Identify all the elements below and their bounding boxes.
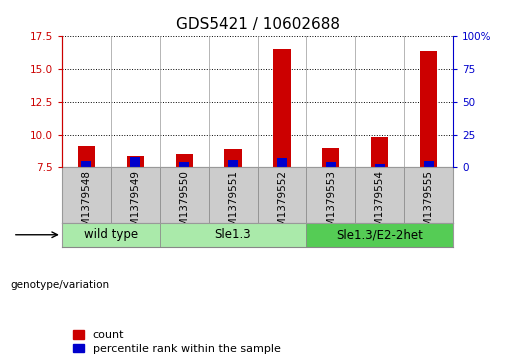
Bar [225,149,242,167]
Bar [160,223,306,247]
Title: GDS5421 / 10602688: GDS5421 / 10602688 [176,17,339,32]
Bar [306,167,355,223]
Bar [176,154,193,167]
Bar [306,223,453,247]
Text: GSM1379553: GSM1379553 [326,170,336,240]
Bar [326,162,336,167]
Bar [209,167,258,223]
Bar [375,163,385,167]
Text: wild type: wild type [83,228,138,241]
Text: GSM1379555: GSM1379555 [424,170,434,240]
Bar [179,162,189,167]
Bar [371,137,388,167]
Bar [127,156,144,167]
Text: GSM1379551: GSM1379551 [228,170,238,240]
Text: Sle1.3/E2-2het: Sle1.3/E2-2het [336,228,423,241]
Bar [424,161,434,167]
Bar [258,167,306,223]
Text: GSM1379552: GSM1379552 [277,170,287,240]
Bar [130,157,140,167]
Text: genotype/variation: genotype/variation [10,280,109,290]
Bar [420,51,437,167]
Text: GSM1379550: GSM1379550 [179,170,189,240]
Bar [404,167,453,223]
Text: GSM1379549: GSM1379549 [130,170,140,240]
Bar [81,161,91,167]
Text: Sle1.3: Sle1.3 [215,228,251,241]
Text: GSM1379548: GSM1379548 [81,170,91,240]
Bar [111,167,160,223]
Bar [160,167,209,223]
Bar [322,148,339,167]
Bar [62,167,111,223]
Bar [62,223,160,247]
Bar [78,147,95,167]
Bar [277,158,287,167]
Bar [228,160,238,167]
Text: GSM1379554: GSM1379554 [375,170,385,240]
Bar [273,49,290,167]
Legend: count, percentile rank within the sample: count, percentile rank within the sample [73,330,280,354]
Bar [355,167,404,223]
